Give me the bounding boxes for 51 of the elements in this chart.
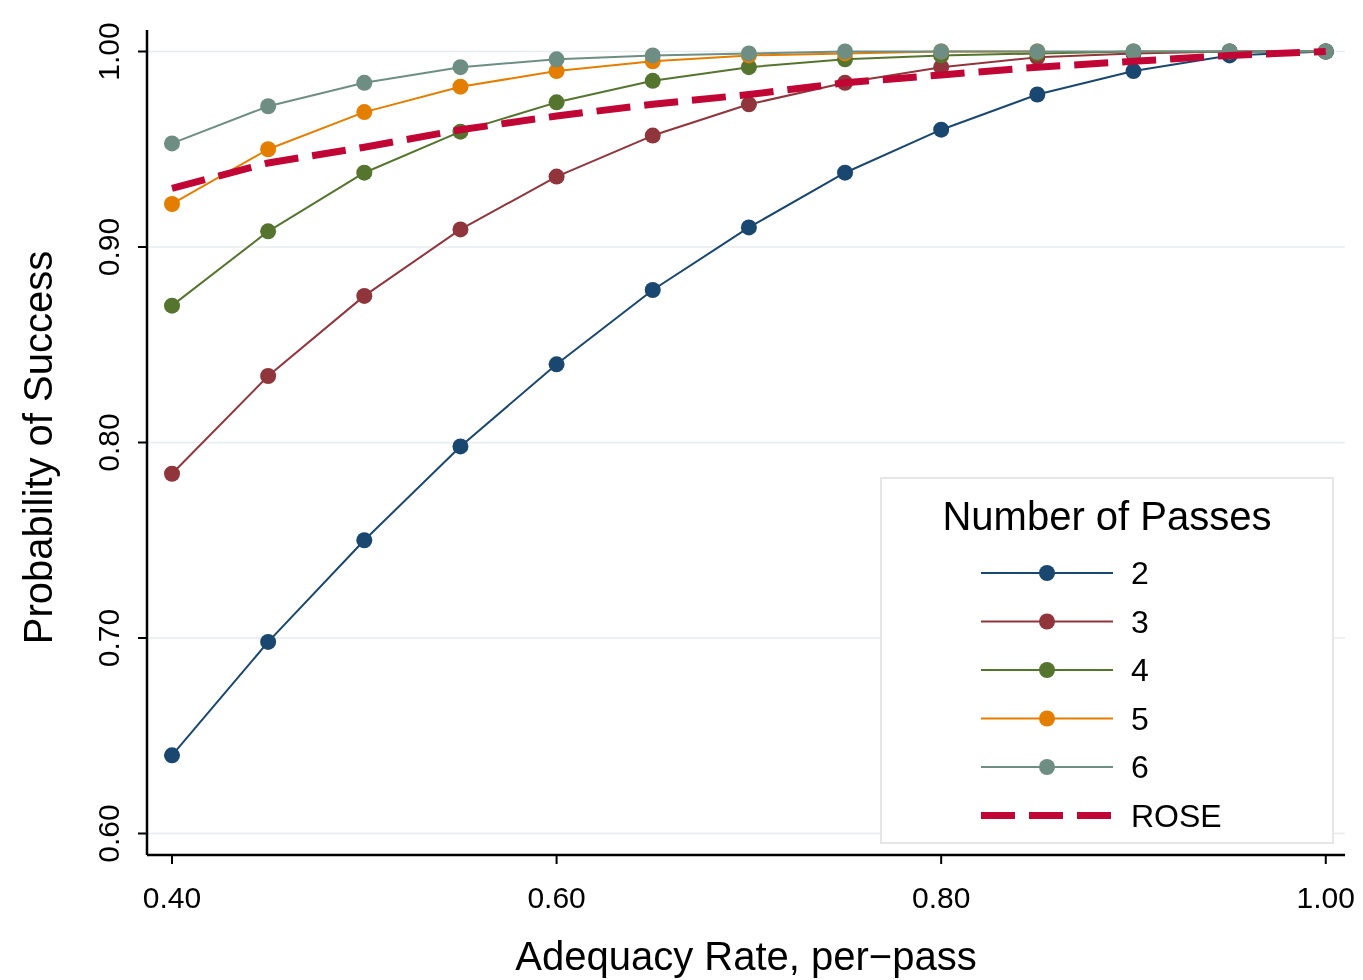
point xyxy=(548,94,565,111)
point xyxy=(548,51,565,68)
legend-title: Number of Passes xyxy=(942,494,1272,538)
point xyxy=(452,59,469,76)
point xyxy=(260,368,277,385)
y-tick-label: 1.00 xyxy=(92,22,125,81)
point xyxy=(356,164,373,181)
x-tick-label: 0.60 xyxy=(527,881,586,914)
legend-label: 4 xyxy=(1131,652,1149,688)
point xyxy=(356,532,373,549)
y-tick-label: 0.90 xyxy=(92,217,125,277)
legend-label: 2 xyxy=(1131,555,1149,591)
point xyxy=(356,287,373,304)
point xyxy=(164,135,180,152)
point xyxy=(260,98,277,115)
point xyxy=(740,219,757,236)
point xyxy=(452,78,469,95)
point xyxy=(837,164,854,181)
x-tick-label: 1.00 xyxy=(1296,881,1355,914)
x-tick-label: 0.80 xyxy=(911,881,971,914)
legend-label: 6 xyxy=(1131,749,1149,785)
point xyxy=(260,633,277,650)
point xyxy=(644,127,661,144)
point xyxy=(260,141,277,158)
point xyxy=(1029,86,1046,103)
point xyxy=(452,221,469,238)
x-axis-title: Adequacy Rate, per−pass xyxy=(515,934,977,978)
y-tick-label: 0.70 xyxy=(92,608,125,668)
point xyxy=(260,223,277,240)
point xyxy=(644,47,661,64)
point xyxy=(164,297,180,314)
point xyxy=(452,438,469,455)
point xyxy=(740,96,757,113)
legend-label: 5 xyxy=(1131,700,1149,737)
point xyxy=(164,195,180,212)
point xyxy=(548,356,565,373)
x-tick-label: 0.40 xyxy=(142,881,202,914)
point xyxy=(548,168,565,185)
point xyxy=(644,282,661,299)
point xyxy=(164,747,180,764)
point xyxy=(164,465,180,482)
legend-label: 3 xyxy=(1131,603,1149,640)
y-axis-title: Probability of Success xyxy=(16,250,60,645)
point xyxy=(1125,63,1142,80)
point xyxy=(644,72,661,89)
y-tick-label: 0.80 xyxy=(92,413,125,472)
point xyxy=(356,74,373,91)
legend-label: ROSE xyxy=(1131,797,1222,834)
point xyxy=(933,121,950,138)
y-tick-label: 0.60 xyxy=(92,804,125,863)
point xyxy=(356,104,373,121)
